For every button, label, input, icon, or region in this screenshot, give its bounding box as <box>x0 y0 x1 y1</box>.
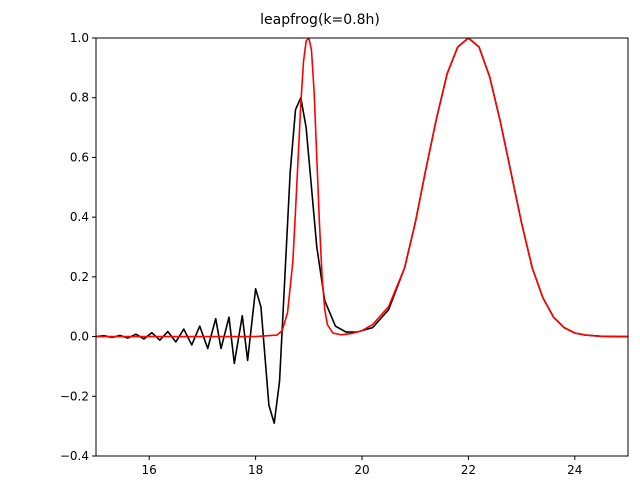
series-layer <box>96 38 628 424</box>
series-line-1 <box>96 38 628 338</box>
y-tick-label: 0.8 <box>70 91 89 105</box>
x-tick-label: 24 <box>567 463 582 477</box>
y-tick-label: 1.0 <box>70 31 89 45</box>
y-tick-label: −0.4 <box>60 449 89 463</box>
x-tick-label: 20 <box>354 463 369 477</box>
x-tick-label: 16 <box>142 463 157 477</box>
y-tick-label: 0.4 <box>70 210 89 224</box>
x-tick-label: 22 <box>461 463 476 477</box>
y-tick-label: 0.2 <box>70 270 89 284</box>
axes-layer: 16 18 20 22 24 −0.4 −0.2 0.0 0.2 0.4 0.6 0.8 1.0 <box>60 31 629 477</box>
x-tick-label: 18 <box>248 463 263 477</box>
y-tick-label: 0.6 <box>70 150 89 164</box>
chart-title: leapfrog(k=0.8h) <box>260 12 380 28</box>
y-tick-label: 0.0 <box>70 330 89 344</box>
y-tick-label: −0.2 <box>60 389 89 403</box>
